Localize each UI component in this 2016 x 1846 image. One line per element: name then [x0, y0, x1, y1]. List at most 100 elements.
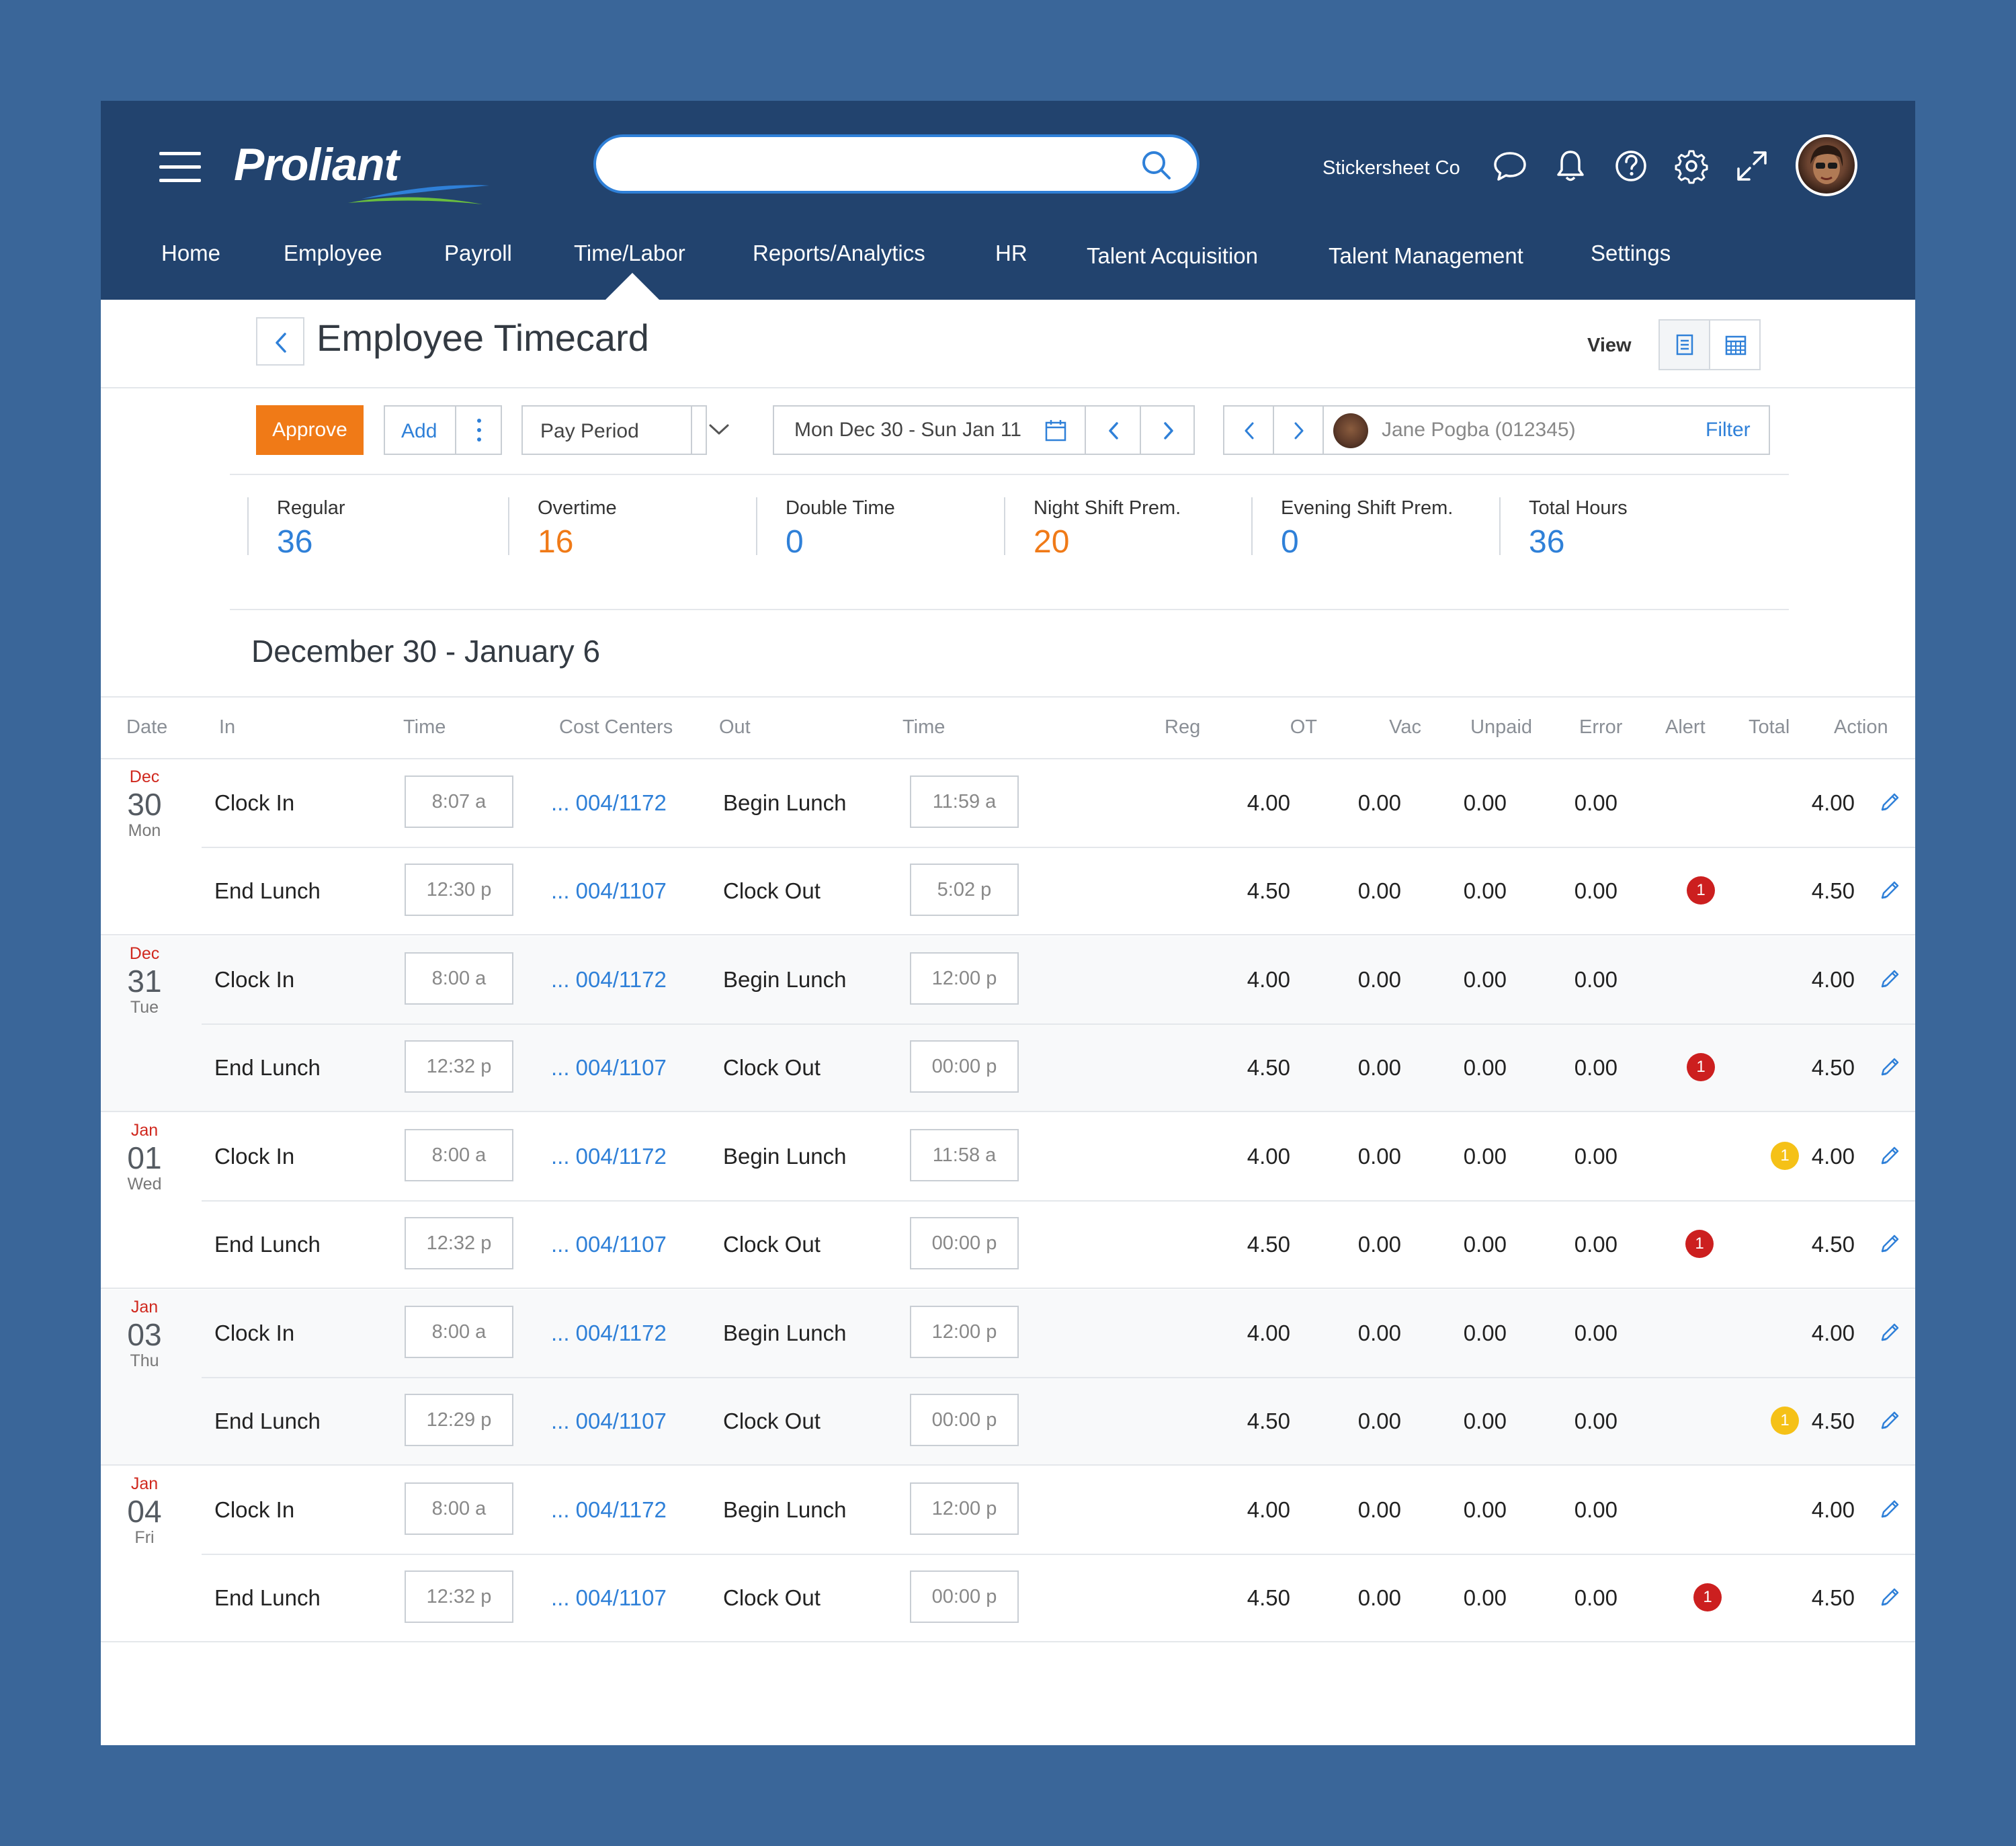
col-date[interactable]: Date [126, 716, 168, 738]
gear-icon[interactable] [1673, 148, 1710, 184]
pencil-icon[interactable] [1876, 966, 1903, 993]
next-period-button[interactable] [1140, 407, 1195, 454]
out-time-field[interactable]: 11:58 a [910, 1129, 1019, 1181]
out-time-field[interactable]: 00:00 p [910, 1394, 1019, 1446]
error-badge[interactable]: 1 [1687, 876, 1715, 905]
out-time-field[interactable]: 5:02 p [910, 864, 1019, 916]
pencil-icon[interactable] [1876, 1230, 1903, 1257]
col-action[interactable]: Action [1834, 716, 1888, 738]
calendar-icon[interactable] [1044, 419, 1067, 443]
cost-center-link[interactable]: ... 004/1172 [551, 790, 667, 815]
col-out[interactable]: Out [719, 716, 751, 738]
back-button[interactable] [256, 317, 304, 366]
brand-logo[interactable]: Proliant [234, 134, 503, 208]
in-time-field[interactable]: 8:00 a [405, 1129, 513, 1181]
nav-hr[interactable]: HR [995, 241, 1027, 265]
col-ot[interactable]: OT [1290, 716, 1317, 738]
in-time-field[interactable]: 12:29 p [405, 1394, 513, 1446]
menu-icon[interactable] [159, 152, 201, 183]
col-unpaid[interactable]: Unpaid [1470, 716, 1532, 738]
in-time-field[interactable]: 8:00 a [405, 1306, 513, 1358]
company-name[interactable]: Stickersheet Co [1322, 157, 1460, 179]
nav-employee[interactable]: Employee [284, 241, 382, 265]
previous-period-button[interactable] [1085, 407, 1140, 454]
nav-payroll[interactable]: Payroll [444, 241, 512, 265]
cost-center-link[interactable]: ... 004/1107 [551, 1409, 667, 1433]
expand-icon[interactable] [1734, 148, 1770, 184]
cost-center-link[interactable]: ... 004/1172 [551, 1497, 667, 1522]
cost-center-link[interactable]: ... 004/1172 [551, 1144, 667, 1169]
col-alert[interactable]: Alert [1665, 716, 1706, 738]
in-time-field[interactable]: 12:32 p [405, 1570, 513, 1623]
cost-center-link[interactable]: ... 004/1107 [551, 1232, 667, 1257]
col-error[interactable]: Error [1579, 716, 1623, 738]
pencil-icon[interactable] [1876, 1054, 1903, 1081]
col-vac[interactable]: Vac [1389, 716, 1421, 738]
nav-talent-acquisition[interactable]: Talent Acquisition [1087, 243, 1258, 268]
add-button[interactable]: Add [401, 420, 437, 442]
approve-button[interactable]: Approve [256, 405, 364, 455]
in-time-field[interactable]: 12:32 p [405, 1217, 513, 1269]
user-avatar[interactable] [1796, 134, 1857, 196]
col-reg[interactable]: Reg [1165, 716, 1201, 738]
pencil-icon[interactable] [1876, 877, 1903, 904]
in-time-field[interactable]: 8:00 a [405, 1482, 513, 1535]
in-time-field[interactable]: 8:00 a [405, 952, 513, 1005]
cost-center-link[interactable]: ... 004/1107 [551, 878, 667, 903]
out-time-field[interactable]: 11:59 a [910, 775, 1019, 828]
list-view-button[interactable] [1660, 321, 1710, 369]
in-time-field[interactable]: 12:30 p [405, 864, 513, 916]
filter-button[interactable]: Filter [1706, 419, 1751, 441]
chat-icon[interactable] [1492, 148, 1528, 184]
search-icon[interactable] [1139, 148, 1174, 183]
out-time-field[interactable]: 12:00 p [910, 952, 1019, 1005]
pencil-icon[interactable] [1876, 1496, 1903, 1523]
error-badge[interactable]: 1 [1693, 1583, 1722, 1611]
nav-home[interactable]: Home [161, 241, 221, 265]
date-range-picker[interactable]: Mon Dec 30 - Sun Jan 11 [773, 405, 1195, 455]
nav-time-labor[interactable]: Time/Labor [574, 241, 685, 265]
col-cost-centers[interactable]: Cost Centers [559, 716, 673, 738]
pay-period-select[interactable]: Pay Period [521, 405, 729, 455]
more-options-icon[interactable] [455, 407, 502, 454]
nav-talent-management[interactable]: Talent Management [1329, 243, 1523, 268]
cost-center-link[interactable]: ... 004/1172 [551, 967, 667, 992]
alert-badge[interactable]: 1 [1771, 1407, 1799, 1435]
search-bar[interactable] [593, 134, 1200, 194]
in-time-field[interactable]: 8:07 a [405, 775, 513, 828]
nav-reports-analytics[interactable]: Reports/Analytics [753, 241, 925, 265]
out-time-field[interactable]: 00:00 p [910, 1217, 1019, 1269]
pencil-icon[interactable] [1876, 789, 1903, 816]
error-badge[interactable]: 1 [1685, 1230, 1714, 1258]
bell-icon[interactable] [1552, 148, 1589, 184]
pay-period-dropdown-toggle[interactable] [691, 405, 746, 455]
in-time-field[interactable]: 12:32 p [405, 1040, 513, 1093]
pencil-icon[interactable] [1876, 1142, 1903, 1169]
pencil-icon[interactable] [1876, 1584, 1903, 1611]
employee-name[interactable]: Jane Pogba (012345) [1382, 419, 1576, 441]
pencil-icon[interactable] [1876, 1407, 1903, 1434]
cost-center-link[interactable]: ... 004/1107 [551, 1055, 667, 1080]
col-in-time[interactable]: Time [403, 716, 446, 738]
nav-settings[interactable]: Settings [1591, 241, 1671, 265]
next-employee-button[interactable] [1274, 407, 1324, 454]
calendar-view-button[interactable] [1710, 321, 1761, 369]
col-total[interactable]: Total [1749, 716, 1790, 738]
col-in[interactable]: In [219, 716, 236, 738]
cost-center-link[interactable]: ... 004/1172 [551, 1320, 667, 1345]
cost-center-link[interactable]: ... 004/1107 [551, 1585, 667, 1610]
alert-badge[interactable]: 1 [1771, 1142, 1799, 1170]
chevron-down-icon [709, 424, 729, 435]
pencil-icon[interactable] [1876, 1319, 1903, 1346]
help-icon[interactable] [1613, 148, 1649, 184]
chevron-left-icon [1109, 422, 1118, 439]
out-time-field[interactable]: 12:00 p [910, 1482, 1019, 1535]
unpaid-hours: 0.00 [1574, 1055, 1618, 1080]
search-input[interactable] [623, 146, 1136, 183]
previous-employee-button[interactable] [1224, 407, 1274, 454]
error-badge[interactable]: 1 [1687, 1053, 1715, 1081]
col-out-time[interactable]: Time [902, 716, 946, 738]
out-time-field[interactable]: 00:00 p [910, 1570, 1019, 1623]
out-time-field[interactable]: 12:00 p [910, 1306, 1019, 1358]
out-time-field[interactable]: 00:00 p [910, 1040, 1019, 1093]
